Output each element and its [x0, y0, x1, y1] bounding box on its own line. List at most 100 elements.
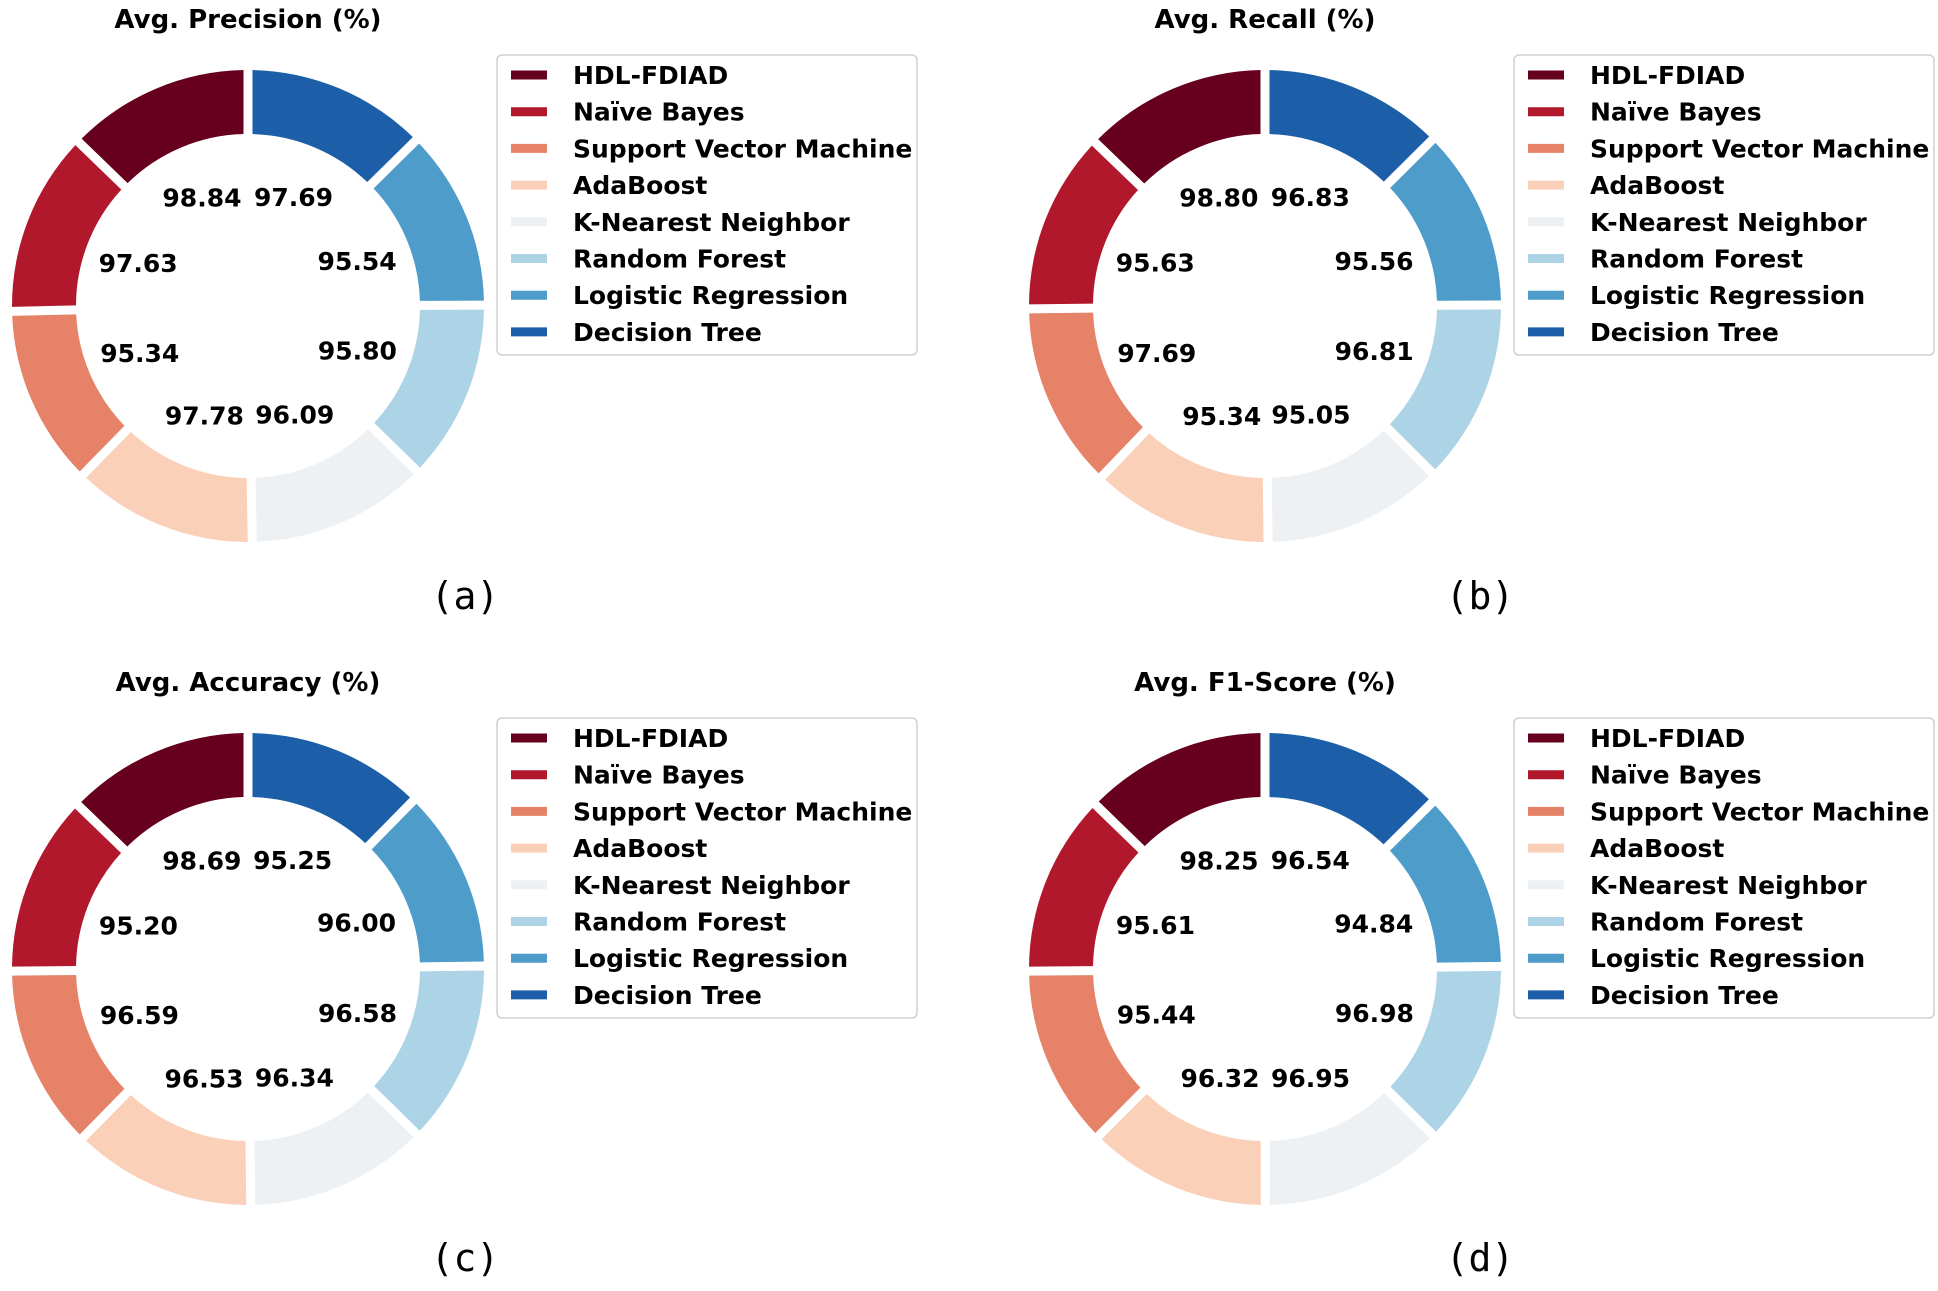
legend-entry: Logistic Regression [573, 944, 848, 973]
panel-label: (b) [1446, 574, 1515, 618]
slice-value-label: 98.69 [162, 846, 241, 875]
donut-slice [12, 975, 125, 1135]
donut-slice [1269, 1093, 1430, 1205]
donut-slice [1390, 970, 1501, 1132]
donut-slice [81, 733, 244, 847]
donut-slice [371, 803, 484, 963]
donut-slice [1098, 733, 1261, 847]
slice-value-label: 98.25 [1179, 846, 1258, 875]
legend: HDL-FDIAD Naïve Bayes Support Vector Machi… [1513, 54, 1935, 356]
donut-slice [373, 143, 484, 301]
legend-frame [496, 717, 918, 1019]
donut-slice [1271, 430, 1429, 542]
donut-slice [12, 808, 122, 967]
donut-slice [374, 309, 484, 468]
panel-label: (d) [1446, 1236, 1515, 1280]
legend-entry: Decision Tree [1590, 981, 1779, 1010]
chart-panel: Avg. Recall (%) 98.80 95.63 97.69 95.34 95.05… [1029, 5, 1935, 618]
slice-value-label: 97.63 [99, 249, 178, 278]
slice-value-label: 96.53 [165, 1065, 244, 1094]
legend-entry: Logistic Regression [573, 281, 848, 310]
legend-entry: Naïve Bayes [573, 98, 745, 127]
donut-slice [86, 431, 248, 542]
legend-entry: AdaBoost [1590, 834, 1724, 863]
slice-value-label: 95.54 [318, 247, 397, 276]
slice-value-label: 95.44 [1117, 1001, 1196, 1030]
legend-entry: K-Nearest Neighbor [573, 871, 850, 900]
donut-slice [254, 1092, 414, 1205]
legend-entry: AdaBoost [573, 171, 707, 200]
legend-entry: Support Vector Machine [1590, 797, 1929, 826]
legend-entry: Support Vector Machine [573, 797, 912, 826]
legend: HDL-FDIAD Naïve Bayes Support Vector Machi… [496, 717, 918, 1019]
slice-value-label: 95.20 [99, 911, 178, 940]
donut-slice [1389, 805, 1501, 963]
legend-entry: Logistic Regression [1590, 944, 1865, 973]
donut-slice [1105, 433, 1264, 542]
legend-entry: Logistic Regression [1590, 281, 1865, 310]
legend-entry: Decision Tree [573, 981, 762, 1010]
donut-slice [1389, 309, 1501, 470]
slice-value-label: 96.95 [1271, 1064, 1350, 1093]
legend-entry: AdaBoost [573, 834, 707, 863]
chart-title: Avg. Accuracy (%) [116, 668, 381, 698]
legend-entry: Naïve Bayes [1590, 761, 1762, 790]
legend-entry: K-Nearest Neighbor [1590, 871, 1867, 900]
slice-value-label: 96.83 [1271, 183, 1350, 212]
legend-entry: Support Vector Machine [1590, 134, 1929, 163]
slice-value-label: 98.84 [162, 183, 241, 212]
legend-entry: Support Vector Machine [573, 134, 912, 163]
slice-value-label: 97.69 [1117, 339, 1196, 368]
donut-slice [1269, 70, 1430, 182]
chart-title: Avg. Recall (%) [1155, 5, 1376, 35]
slice-value-label: 95.34 [1182, 402, 1261, 431]
chart-panel: Avg. Accuracy (%) 98.69 95.20 96.59 96.53 96.… [12, 668, 918, 1280]
legend-entry: HDL-FDIAD [1590, 61, 1745, 90]
legend-entry: HDL-FDIAD [573, 61, 728, 90]
legend-entry: K-Nearest Neighbor [1590, 208, 1867, 237]
slice-value-label: 98.80 [1179, 183, 1258, 212]
panel-label: (c) [431, 1236, 500, 1280]
donut-slice [1029, 145, 1139, 305]
chart-panel: Avg. Precision (%) 98.84 97.63 95.34 97.78 96… [11, 5, 918, 618]
donut-slice [11, 145, 122, 307]
donut-slice [12, 314, 125, 472]
legend: HDL-FDIAD Naïve Bayes Support Vector Machi… [496, 54, 918, 356]
chart-panel: Avg. F1-Score (%) 98.25 95.61 95.44 96.32 96.… [1029, 668, 1935, 1280]
legend: HDL-FDIAD Naïve Bayes Support Vector Machi… [1513, 717, 1935, 1019]
legend-entry: Decision Tree [1590, 318, 1779, 347]
donut-slice [1390, 142, 1501, 301]
legend-entry: AdaBoost [1590, 171, 1724, 200]
chart-title: Avg. Precision (%) [114, 5, 381, 35]
legend-entry: Random Forest [1590, 908, 1803, 937]
donut-slice [81, 70, 244, 184]
donut-slice [1029, 807, 1139, 967]
donut-slice [1101, 1093, 1261, 1205]
slice-value-label: 97.69 [254, 183, 333, 212]
legend-entry: Decision Tree [573, 318, 762, 347]
slice-value-label: 96.54 [1271, 846, 1350, 875]
legend-frame [1513, 54, 1935, 356]
slice-value-label: 95.80 [318, 336, 397, 365]
slice-value-label: 95.05 [1271, 401, 1350, 430]
slice-value-label: 95.34 [100, 339, 179, 368]
legend-entry: Random Forest [573, 245, 786, 274]
slice-value-label: 95.61 [1116, 911, 1195, 940]
donut-slice [1029, 312, 1143, 474]
slice-value-label: 96.98 [1335, 999, 1414, 1028]
slice-value-label: 96.00 [317, 909, 396, 938]
legend-entry: Random Forest [573, 908, 786, 937]
legend-entry: HDL-FDIAD [573, 724, 728, 753]
donut-slice [86, 1094, 247, 1205]
slice-value-label: 96.81 [1335, 337, 1414, 366]
donut-slice [1029, 975, 1141, 1133]
slice-value-label: 95.63 [1116, 249, 1195, 278]
donut-slice [374, 970, 484, 1131]
slice-value-label: 94.84 [1334, 909, 1413, 938]
slice-value-label: 96.58 [318, 999, 397, 1028]
panel-label: (a) [431, 574, 500, 618]
legend-entry: Random Forest [1590, 245, 1803, 274]
donut-slice [1269, 733, 1429, 845]
slice-value-label: 95.25 [253, 846, 332, 875]
